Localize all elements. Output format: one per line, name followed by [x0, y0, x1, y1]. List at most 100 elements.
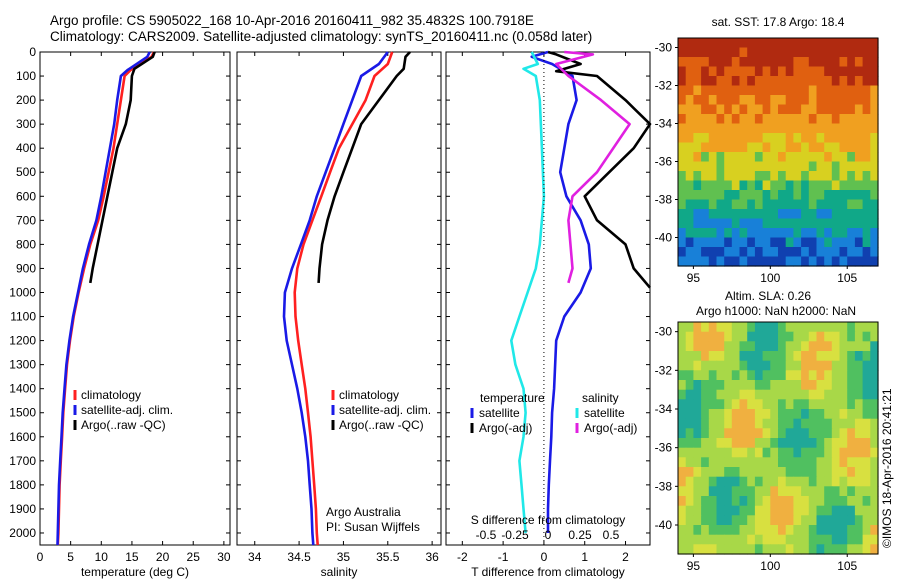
map-cell: [678, 47, 687, 58]
map-cell: [747, 142, 756, 153]
sla-map-title-line1: Altim. SLA: 0.26: [725, 289, 811, 303]
map-cell: [793, 95, 802, 106]
map-cell: [731, 256, 741, 267]
map-cell: [831, 457, 841, 468]
map-cell: [754, 76, 764, 87]
map-cell: [816, 486, 825, 497]
map-cell: [678, 85, 687, 96]
map-cell: [731, 447, 741, 458]
map-cell: [808, 486, 818, 497]
map-cell: [685, 190, 694, 201]
map-cell: [731, 525, 741, 536]
map-cell: [685, 351, 694, 362]
map-cell: [808, 322, 818, 333]
map-cell: [747, 341, 756, 352]
map-cell: [762, 66, 771, 77]
map-cell: [724, 95, 733, 106]
map-cell: [739, 104, 748, 115]
map-frame: [677, 37, 879, 267]
map-cell: [785, 247, 794, 258]
map-cell: [770, 199, 779, 210]
map-cell: [847, 351, 856, 362]
map-cell: [678, 389, 687, 400]
map-cell: [731, 171, 741, 182]
map-cell: [831, 171, 841, 182]
map-cell: [770, 218, 779, 229]
map-cell: [762, 85, 771, 96]
map-cell: [839, 399, 848, 410]
map-cell: [847, 457, 856, 468]
map-y-tick-label: -36: [655, 441, 673, 455]
map-cell: [678, 438, 687, 449]
map-cell: [701, 486, 710, 497]
map-cell: [685, 133, 694, 144]
series-line-salinity-1: [282, 51, 389, 546]
map-cell: [739, 525, 748, 536]
map-cell: [793, 237, 802, 248]
map-cell: [747, 38, 756, 49]
map-cell: [831, 428, 841, 439]
map-cell: [862, 428, 871, 439]
map-cell: [754, 496, 764, 507]
map-cell: [854, 438, 864, 449]
map-cell: [816, 123, 825, 134]
map-cell: [678, 447, 687, 458]
map-cell: [847, 38, 856, 49]
map-cell: [678, 228, 687, 239]
map-cell: [778, 47, 787, 58]
map-cell: [793, 228, 802, 239]
map-cell: [770, 476, 779, 487]
map-cell: [731, 438, 741, 449]
map-cell: [808, 85, 818, 96]
map-cell: [854, 76, 864, 87]
map-cell: [854, 409, 864, 420]
map-y-tick-label: -34: [655, 117, 673, 131]
map-cell: [847, 341, 856, 352]
map-cell: [801, 515, 810, 526]
map-cell: [754, 104, 764, 115]
map-cell: [824, 152, 833, 163]
map-cell: [862, 76, 871, 87]
map-cell: [770, 515, 779, 526]
map-cell: [716, 428, 725, 439]
map-cell: [785, 114, 794, 125]
map-cell: [831, 76, 841, 87]
map-cell: [770, 85, 779, 96]
map-cell: [724, 152, 733, 163]
map-cell: [739, 142, 748, 153]
map-cell: [854, 418, 864, 429]
map-cell: [770, 142, 779, 153]
imos-timestamp: ©IMOS 18-Apr-2016 20:41:21: [880, 388, 894, 548]
map-cell: [785, 505, 794, 516]
map-cell: [778, 515, 787, 526]
map-cell: [824, 322, 833, 333]
map-cell: [854, 370, 864, 381]
map-cell: [747, 496, 756, 507]
map-cell: [778, 76, 787, 87]
map-cell: [762, 218, 771, 229]
map-cell: [678, 199, 687, 210]
map-cell: [839, 133, 848, 144]
map-cell: [847, 399, 856, 410]
map-cell: [831, 161, 841, 172]
map-cell: [839, 438, 848, 449]
map-cell: [770, 486, 779, 497]
map-cell: [801, 247, 810, 258]
map-cell: [808, 341, 818, 352]
series-line-temperature-0: [56, 51, 156, 546]
map-cell: [824, 76, 833, 87]
map-cell: [816, 47, 825, 58]
map-cell: [693, 322, 702, 333]
map-cell: [701, 515, 710, 526]
map-cell: [808, 123, 818, 134]
map-cell: [693, 341, 702, 352]
map-cell: [762, 428, 771, 439]
map-cell: [808, 171, 818, 182]
map-cell: [747, 544, 756, 555]
map-cell: [862, 247, 871, 258]
map-cell: [854, 114, 864, 125]
map-cell: [862, 85, 871, 96]
map-cell: [808, 515, 818, 526]
map-cell: [678, 370, 687, 381]
map-cell: [839, 351, 848, 362]
